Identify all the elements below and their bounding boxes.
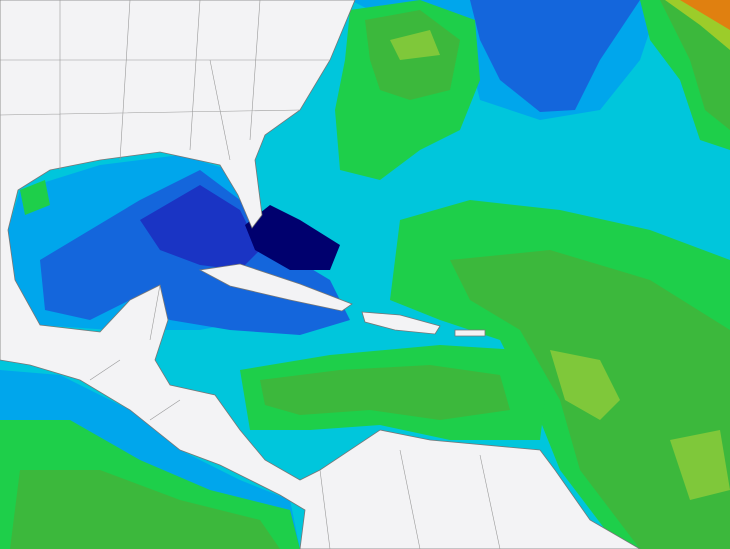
region-green-dark: [10, 470, 280, 549]
region-green-dark: [260, 365, 510, 420]
puerto-rico: [454, 329, 486, 337]
region-green: [20, 180, 50, 215]
region-dark-blue: [140, 185, 260, 270]
region-yellow-green: [550, 350, 620, 420]
hispaniola: [361, 311, 441, 335]
region-orange: [680, 0, 730, 30]
region-yellow-green: [670, 430, 730, 500]
cuba: [198, 263, 353, 312]
region-yellow-green: [390, 30, 440, 60]
map-border: [0, 0, 501, 549]
land: [0, 0, 641, 549]
region-blue: [470, 0, 640, 112]
region-navy: [245, 205, 340, 270]
